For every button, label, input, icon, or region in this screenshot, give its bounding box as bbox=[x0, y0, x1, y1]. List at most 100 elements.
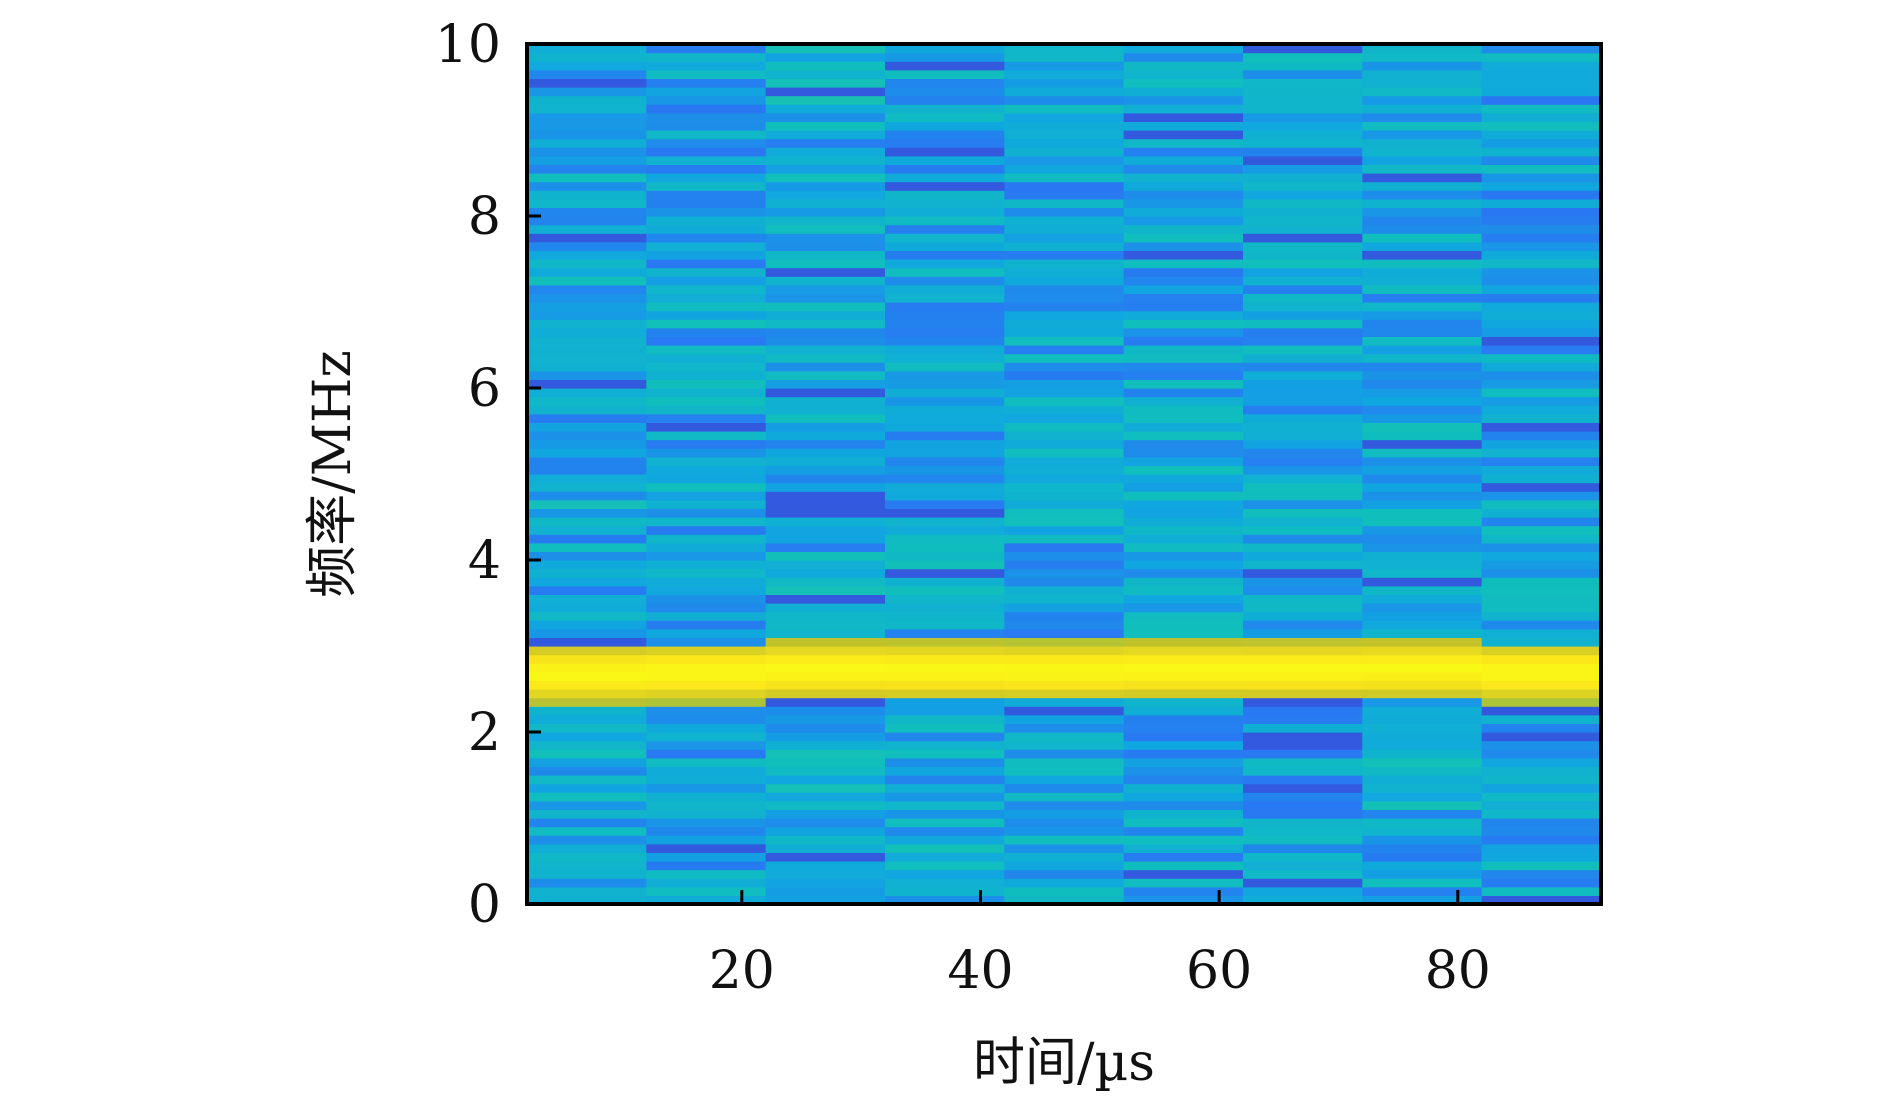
heatmap-cell bbox=[1481, 78, 1602, 88]
heatmap-cell bbox=[1004, 714, 1125, 724]
heatmap-cell bbox=[1243, 61, 1363, 71]
heatmap-cell bbox=[1481, 680, 1602, 690]
heatmap-cell bbox=[1243, 723, 1363, 733]
heatmap-cell bbox=[1123, 508, 1244, 518]
heatmap-cell bbox=[1123, 869, 1244, 879]
heatmap-cell bbox=[1243, 190, 1363, 200]
heatmap-cell bbox=[646, 878, 767, 888]
heatmap-cell bbox=[1481, 620, 1602, 630]
heatmap-cell bbox=[1123, 551, 1244, 561]
heatmap-cell bbox=[1123, 637, 1244, 647]
heatmap-cell bbox=[1123, 766, 1244, 776]
heatmap-cell bbox=[1481, 224, 1602, 234]
heatmap-cell bbox=[1123, 130, 1244, 140]
heatmap-cell bbox=[1481, 216, 1602, 226]
heatmap-cell bbox=[1243, 319, 1363, 329]
heatmap-cell bbox=[765, 697, 886, 707]
heatmap-cell bbox=[765, 370, 886, 380]
heatmap-cell bbox=[885, 456, 1005, 466]
heatmap-cell bbox=[1004, 826, 1125, 836]
heatmap-cell bbox=[765, 671, 886, 681]
heatmap-cell bbox=[765, 809, 886, 819]
heatmap-cell bbox=[1123, 680, 1244, 690]
heatmap-cell bbox=[1123, 826, 1244, 836]
heatmap-cell bbox=[1123, 654, 1244, 664]
heatmap-cell bbox=[1123, 405, 1244, 415]
heatmap-cell bbox=[885, 448, 1005, 458]
heatmap-cell bbox=[1481, 181, 1602, 191]
heatmap-cell bbox=[765, 732, 886, 742]
heatmap-cell bbox=[1123, 224, 1244, 234]
heatmap-cell bbox=[1481, 508, 1602, 518]
heatmap-cell bbox=[646, 551, 767, 561]
heatmap-cell bbox=[765, 267, 886, 277]
heatmap-cell bbox=[527, 843, 647, 853]
heatmap-cell bbox=[646, 104, 767, 114]
heatmap-cell bbox=[885, 112, 1005, 122]
heatmap-cell bbox=[765, 491, 886, 501]
heatmap-cell bbox=[1362, 628, 1483, 638]
heatmap-cell bbox=[1243, 130, 1363, 140]
heatmap-cell bbox=[1481, 310, 1602, 320]
heatmap-cell bbox=[1243, 766, 1363, 776]
heatmap-cell bbox=[1004, 757, 1125, 767]
heatmap-cell bbox=[1243, 757, 1363, 767]
heatmap-cell bbox=[1362, 293, 1483, 303]
heatmap-cell bbox=[1362, 439, 1483, 449]
heatmap-cell bbox=[765, 353, 886, 363]
heatmap-cell bbox=[1243, 379, 1363, 389]
heatmap-cell bbox=[765, 61, 886, 71]
heatmap-cell bbox=[1123, 671, 1244, 681]
heatmap-cell bbox=[646, 542, 767, 552]
heatmap-cell bbox=[1481, 534, 1602, 544]
heatmap-cell bbox=[765, 276, 886, 286]
heatmap-cell bbox=[1481, 147, 1602, 157]
heatmap-cell bbox=[646, 439, 767, 449]
heatmap-cell bbox=[646, 783, 767, 793]
heatmap-cell bbox=[527, 671, 647, 681]
heatmap-cell bbox=[527, 87, 647, 97]
heatmap-cell bbox=[1123, 456, 1244, 466]
heatmap-cell bbox=[885, 542, 1005, 552]
heatmap-cell bbox=[527, 336, 647, 346]
heatmap-cell bbox=[1123, 448, 1244, 458]
heatmap-cell bbox=[885, 869, 1005, 879]
heatmap-cell bbox=[1004, 302, 1125, 312]
heatmap-cell bbox=[1243, 637, 1363, 647]
heatmap-cell bbox=[527, 362, 647, 372]
heatmap-cell bbox=[1243, 138, 1363, 148]
y-axis-ticks: 0 2 4 6 8 10 bbox=[435, 15, 541, 935]
heatmap-cell bbox=[646, 61, 767, 71]
heatmap-cell bbox=[765, 155, 886, 165]
heatmap-cell bbox=[1362, 852, 1483, 862]
heatmap-cell bbox=[885, 714, 1005, 724]
heatmap-cell bbox=[1243, 603, 1363, 613]
heatmap-cell bbox=[1123, 379, 1244, 389]
heatmap-cell bbox=[1123, 818, 1244, 828]
heatmap-cell bbox=[885, 568, 1005, 578]
heatmap-cell bbox=[527, 396, 647, 406]
heatmap-cell bbox=[1481, 52, 1602, 62]
heatmap-cell bbox=[1362, 474, 1483, 484]
heatmap-cell bbox=[1481, 663, 1602, 673]
heatmap-cell bbox=[646, 826, 767, 836]
heatmap-cell bbox=[1123, 95, 1244, 105]
heatmap-cell bbox=[765, 568, 886, 578]
heatmap-cell bbox=[527, 706, 647, 716]
heatmap-cell bbox=[527, 620, 647, 630]
heatmap-cell bbox=[646, 637, 767, 647]
heatmap-cell bbox=[646, 233, 767, 243]
heatmap-cell bbox=[1481, 611, 1602, 621]
heatmap-cell bbox=[527, 542, 647, 552]
heatmap-cell bbox=[885, 439, 1005, 449]
heatmap-cell bbox=[1481, 714, 1602, 724]
heatmap-cell bbox=[1243, 396, 1363, 406]
heatmap-cell bbox=[1123, 310, 1244, 320]
heatmap-cell bbox=[1481, 164, 1602, 174]
heatmap-cell bbox=[765, 173, 886, 183]
heatmap-cell bbox=[1481, 852, 1602, 862]
heatmap-cell bbox=[765, 895, 886, 905]
heatmap-cell bbox=[527, 551, 647, 561]
heatmap-cell bbox=[885, 155, 1005, 165]
heatmap-cell bbox=[765, 241, 886, 251]
